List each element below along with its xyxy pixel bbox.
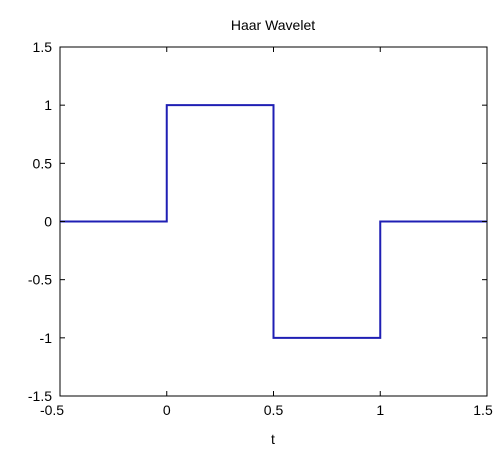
x-axis: -0.5 0 0.5 1 1.5 [40, 47, 493, 418]
x-tick-label: -0.5 [40, 402, 64, 418]
x-tick-label: 0.5 [264, 402, 284, 418]
y-tick-label: -1.5 [28, 388, 52, 404]
chart-title: Haar Wavelet [231, 17, 315, 33]
y-axis: 1.5 1 0.5 0 -0.5 -1 -1.5 [28, 39, 487, 404]
y-tick-label: -1 [40, 330, 53, 346]
x-tick-label: 1 [376, 402, 384, 418]
y-tick-label: 0.5 [33, 155, 53, 171]
plot-area [59, 46, 488, 397]
y-tick-label: 1 [44, 97, 52, 113]
x-tick-label: 1.5 [473, 402, 493, 418]
y-tick-label: -0.5 [28, 272, 52, 288]
y-tick-label: 1.5 [33, 39, 53, 55]
x-axis-label: t [271, 431, 275, 447]
x-tick-label: 0 [163, 402, 171, 418]
series-line [60, 104, 487, 339]
y-tick-label: 0 [44, 214, 52, 230]
